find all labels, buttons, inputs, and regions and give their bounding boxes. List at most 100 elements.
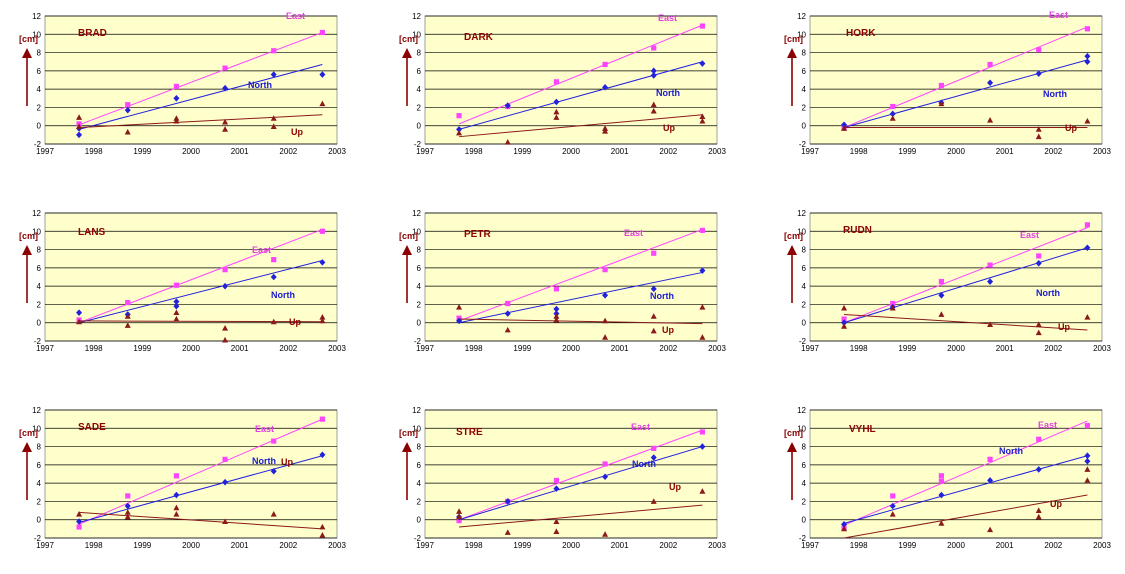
x-tick-label: 1999 [133,344,151,353]
chart-panel-sade: -2 0 2 4 6 8 10 12 1997 1998 1999 2000 2001 2002 2003 [… [15,402,346,574]
up-point [319,100,326,107]
up-point [124,509,131,515]
y-tick-label: 12 [32,209,41,218]
trend-line-up [459,504,703,528]
x-tick-label: 1997 [36,344,54,353]
up-point [553,108,560,115]
up-point [602,334,609,340]
east-point [222,65,228,71]
y-tick-label: 10 [797,424,806,433]
east-point [173,83,179,89]
chart-panel-hork: -2 0 2 4 6 8 10 12 1997 1998 1999 2000 2001 2002 2003 [… [780,8,1111,180]
east-point [890,493,896,499]
y-tick-label: 12 [32,12,41,21]
north-point [699,443,706,450]
series-label-north: North [999,446,1023,456]
east-point [271,438,277,444]
north-point [173,491,180,499]
y-tick-label: 10 [32,30,41,39]
east-point [456,113,462,119]
y-tick-label: 4 [802,479,807,488]
up-point [987,117,994,123]
y-tick-label: 4 [802,85,807,94]
series-label-up: Up [281,457,293,467]
east-point [1036,253,1042,259]
x-tick-label: 2002 [279,344,297,353]
y-tick-label: 12 [412,12,421,21]
up-point [553,316,560,323]
station-name: STRE [456,427,483,438]
x-tick-label: 2001 [611,147,629,156]
up-point [173,511,180,517]
y-tick-label: -2 [799,337,807,346]
up-point [319,314,326,320]
y-tick-label: 2 [417,103,422,112]
series-label-up: Up [289,317,301,327]
up-point [270,123,277,130]
x-tick-label: 2002 [659,541,677,550]
north-point [504,102,511,109]
series-label-east: East [631,422,650,432]
x-tick-label: 2003 [708,541,726,550]
up-point [173,117,180,124]
x-tick-label: 1998 [850,344,868,353]
y-tick-label: -2 [34,140,42,149]
y-tick-label: -2 [414,140,422,149]
up-point [319,317,326,324]
east-point [890,300,896,307]
trend-line-up [459,114,703,138]
up-point [889,115,896,121]
chart-svg: -2 0 2 4 6 8 10 12 1997 1998 1999 2000 2001 2002 2003 [… [19,11,346,156]
up-point [124,513,131,520]
x-tick-label: 1997 [36,541,54,550]
x-tick-label: 2003 [708,344,726,353]
north-point [1035,259,1042,267]
x-tick-label: 1999 [133,147,151,156]
trend-line-north [843,455,1088,524]
y-tick-label: -2 [799,140,807,149]
y-axis-arrow-head [402,245,412,255]
up-point [841,525,848,532]
y-axis-arrow-head [402,442,412,452]
y-tick-label: 12 [412,406,421,415]
y-tick-label: 8 [802,246,807,255]
y-tick-label: 12 [797,406,806,415]
station-name: VYHL [849,424,876,435]
y-axis-arrow-head [22,245,32,255]
up-point [938,100,945,107]
y-axis-unit: [cm] [399,34,418,44]
east-point [987,456,993,462]
up-point [650,327,657,334]
up-point [222,518,229,524]
y-tick-label: 12 [412,209,421,218]
x-tick-label: 1999 [513,147,531,156]
x-tick-label: 2003 [1093,541,1111,550]
up-point [173,315,180,322]
y-tick-label: 6 [37,67,42,76]
trend-line-up [79,114,323,129]
station-name: BRAD [78,28,107,39]
y-axis-unit: [cm] [784,428,803,438]
up-point [504,326,511,333]
y-axis-unit: [cm] [399,231,418,241]
north-point [699,60,706,67]
up-point [699,334,706,340]
up-point [124,322,131,328]
y-axis-unit: [cm] [19,428,38,438]
y-tick-label: 4 [417,282,422,291]
up-point [1084,117,1091,124]
north-point [1084,52,1091,60]
y-tick-label: 8 [802,49,807,58]
east-point [699,23,705,29]
north-point [173,94,180,102]
y-tick-label: -2 [34,337,42,346]
y-tick-label: -2 [34,534,42,543]
up-point [173,504,180,511]
y-axis-unit: [cm] [399,428,418,438]
east-point [699,429,705,435]
east-point [1084,422,1090,429]
x-tick-label: 2002 [659,344,677,353]
up-point [987,321,994,327]
north-point [841,520,848,528]
up-point [504,138,511,145]
